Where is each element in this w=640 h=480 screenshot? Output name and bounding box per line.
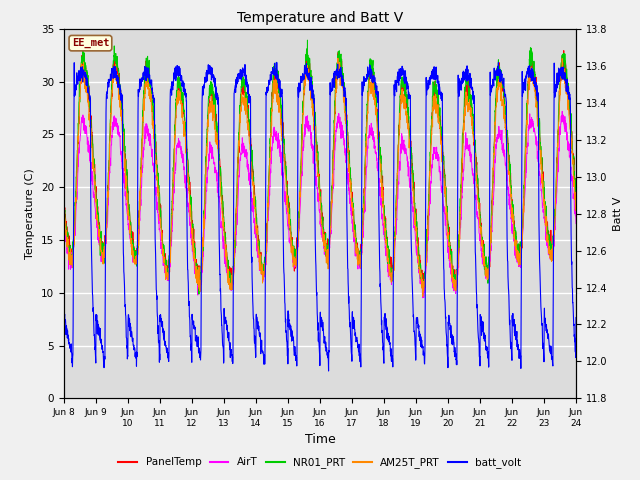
Text: EE_met: EE_met [72,38,109,48]
Legend: PanelTemp, AirT, NR01_PRT, AM25T_PRT, batt_volt: PanelTemp, AirT, NR01_PRT, AM25T_PRT, ba… [115,453,525,472]
Title: Temperature and Batt V: Temperature and Batt V [237,11,403,25]
Y-axis label: Batt V: Batt V [613,196,623,231]
X-axis label: Time: Time [305,433,335,446]
Y-axis label: Temperature (C): Temperature (C) [26,168,35,259]
